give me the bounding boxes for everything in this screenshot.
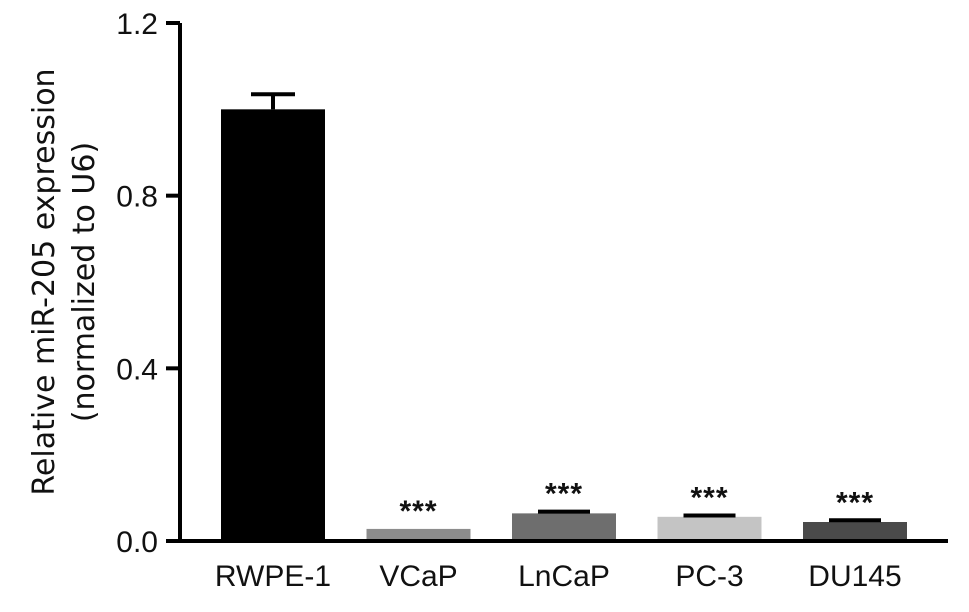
x-tick-label-rwpe-1: RWPE-1 xyxy=(215,560,331,593)
bar-lncap xyxy=(512,513,616,541)
significance-label-du145: *** xyxy=(836,486,874,519)
significance-label-pc-3: *** xyxy=(690,482,728,515)
significance-label-lncap: *** xyxy=(545,478,583,511)
x-tick-label-pc-3: PC-3 xyxy=(675,560,743,593)
x-tick-label-du145: DU145 xyxy=(808,560,901,593)
y-tick-label-0.4: 0.4 xyxy=(116,353,158,386)
x-tick-label-lncap: LnCaP xyxy=(518,560,610,593)
bar-rwpe-1 xyxy=(221,109,325,541)
plot-area: RWPE-1 *** VCaP *** LnCaP *** PC-3 *** DU145 0.0 0… xyxy=(116,8,948,593)
bar-vcap xyxy=(366,528,471,541)
bar-du145 xyxy=(803,522,907,541)
significance-label-vcap: *** xyxy=(399,495,437,528)
y-tick-label-0.0: 0.0 xyxy=(116,526,158,559)
x-tick-label-vcap: VCaP xyxy=(379,560,457,593)
y-axis-title-line1: Relative miR-205 expression xyxy=(27,68,62,495)
bar-pc-3 xyxy=(657,516,762,541)
y-tick-label-0.8: 0.8 xyxy=(116,181,158,214)
y-tick-label-1.2: 1.2 xyxy=(116,8,158,41)
y-axis-title: Relative miR-205 expression (normalized … xyxy=(27,68,102,495)
y-axis-title-line2: (normalized to U6) xyxy=(67,142,102,422)
